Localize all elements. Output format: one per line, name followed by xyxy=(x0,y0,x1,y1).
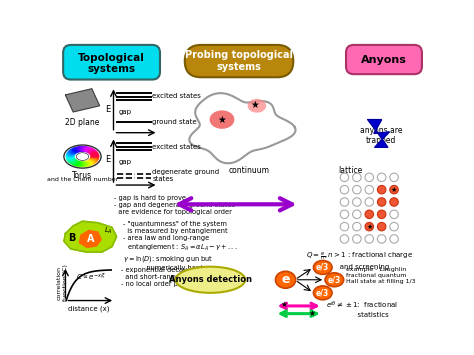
Ellipse shape xyxy=(247,99,266,113)
Text: anyons are
trapped: anyons are trapped xyxy=(360,126,402,145)
Text: and the Chem number: and the Chem number xyxy=(47,176,118,181)
Text: $Q=\frac{e}{n},n>1$ : fractional charge
               and screening: $Q=\frac{e}{n},n>1$ : fractional charge … xyxy=(306,251,413,270)
Ellipse shape xyxy=(66,155,75,161)
Text: excited states: excited states xyxy=(152,143,201,149)
Text: e: e xyxy=(281,273,290,286)
Ellipse shape xyxy=(313,261,332,274)
Text: Anyons detection: Anyons detection xyxy=(169,275,252,284)
Ellipse shape xyxy=(79,146,89,152)
Ellipse shape xyxy=(74,161,83,167)
Circle shape xyxy=(390,198,398,206)
Text: $C\propto e^{-x/\xi}$: $C\propto e^{-x/\xi}$ xyxy=(76,272,107,283)
Text: distance (x): distance (x) xyxy=(68,306,109,312)
Text: Probing topological
systems: Probing topological systems xyxy=(185,50,293,72)
Text: e/3: e/3 xyxy=(316,288,329,297)
Text: B: B xyxy=(68,233,75,243)
Ellipse shape xyxy=(68,149,77,155)
Ellipse shape xyxy=(82,161,91,167)
Ellipse shape xyxy=(82,146,91,152)
Ellipse shape xyxy=(77,161,86,167)
Text: E: E xyxy=(105,105,110,114)
Text: ★: ★ xyxy=(218,115,227,125)
Ellipse shape xyxy=(65,153,75,160)
Circle shape xyxy=(365,210,374,219)
Text: ★: ★ xyxy=(250,100,259,110)
Polygon shape xyxy=(64,221,117,252)
Ellipse shape xyxy=(68,158,77,164)
Text: ★: ★ xyxy=(391,187,397,193)
Ellipse shape xyxy=(84,160,93,166)
Circle shape xyxy=(365,222,374,231)
Ellipse shape xyxy=(84,147,93,153)
Text: - gap is hard to prove
- gap and degenerate ground states
  are evidence for top: - gap is hard to prove - gap and degener… xyxy=(113,195,235,215)
Ellipse shape xyxy=(74,146,83,152)
Text: e/3: e/3 xyxy=(328,275,341,284)
Ellipse shape xyxy=(175,267,245,293)
Polygon shape xyxy=(65,89,100,112)
Text: $e^{i\theta}\neq\pm 1$:  fractional
              statistics: $e^{i\theta}\neq\pm 1$: fractional stati… xyxy=(326,300,398,318)
Ellipse shape xyxy=(70,159,79,165)
Ellipse shape xyxy=(275,271,296,288)
Ellipse shape xyxy=(88,149,97,155)
Ellipse shape xyxy=(86,159,95,165)
Text: Anyons: Anyons xyxy=(361,55,407,65)
Ellipse shape xyxy=(72,147,81,153)
Text: gap: gap xyxy=(118,159,131,165)
Text: degenerate ground
states: degenerate ground states xyxy=(152,169,219,182)
Ellipse shape xyxy=(77,146,86,152)
Text: e/3: e/3 xyxy=(316,263,329,272)
FancyBboxPatch shape xyxy=(346,45,422,74)
FancyArrowPatch shape xyxy=(179,198,292,211)
Ellipse shape xyxy=(325,273,344,287)
Circle shape xyxy=(377,222,386,231)
Text: A: A xyxy=(86,234,94,244)
Ellipse shape xyxy=(313,286,332,300)
Text: $L_A$: $L_A$ xyxy=(104,225,113,236)
Text: - "quantumness" of the system
  is measured by entanglement
- area law and long-: - "quantumness" of the system is measure… xyxy=(123,221,237,271)
Text: ★: ★ xyxy=(366,224,373,230)
Ellipse shape xyxy=(70,148,79,154)
FancyBboxPatch shape xyxy=(185,45,293,77)
Text: ★: ★ xyxy=(309,309,315,318)
Text: gap: gap xyxy=(118,109,131,115)
Text: example - Laughlin
fractional quantum
Hall state at filling 1/3: example - Laughlin fractional quantum Ha… xyxy=(346,267,416,284)
Polygon shape xyxy=(189,93,295,163)
Polygon shape xyxy=(368,120,390,147)
Ellipse shape xyxy=(86,148,95,154)
Circle shape xyxy=(377,198,386,206)
Ellipse shape xyxy=(90,153,100,160)
Text: continuum: continuum xyxy=(228,166,270,175)
Ellipse shape xyxy=(76,153,89,160)
Text: Topological
systems: Topological systems xyxy=(78,53,145,74)
Text: ★: ★ xyxy=(281,300,287,309)
Ellipse shape xyxy=(90,155,99,161)
Text: 2D plane: 2D plane xyxy=(65,118,100,127)
Ellipse shape xyxy=(89,151,99,157)
Ellipse shape xyxy=(79,161,89,167)
Circle shape xyxy=(390,185,398,194)
Ellipse shape xyxy=(88,158,97,164)
Ellipse shape xyxy=(90,152,99,158)
Ellipse shape xyxy=(210,110,235,129)
Text: correlation
function (C): correlation function (C) xyxy=(57,264,68,301)
FancyBboxPatch shape xyxy=(63,45,160,80)
Ellipse shape xyxy=(66,157,76,163)
Text: E: E xyxy=(105,155,110,164)
Text: - exponential decay
  and short-range order
- no local order parameter: - exponential decay and short-range orde… xyxy=(121,267,210,288)
Ellipse shape xyxy=(66,152,75,158)
Ellipse shape xyxy=(72,160,81,166)
Text: lattice: lattice xyxy=(338,166,363,175)
Circle shape xyxy=(377,210,386,219)
Text: ground state: ground state xyxy=(152,119,197,125)
Circle shape xyxy=(377,185,386,194)
Ellipse shape xyxy=(89,157,99,163)
Polygon shape xyxy=(80,230,101,247)
Text: Torus: Torus xyxy=(73,171,92,180)
Ellipse shape xyxy=(66,151,76,157)
Text: excited states: excited states xyxy=(152,93,201,99)
